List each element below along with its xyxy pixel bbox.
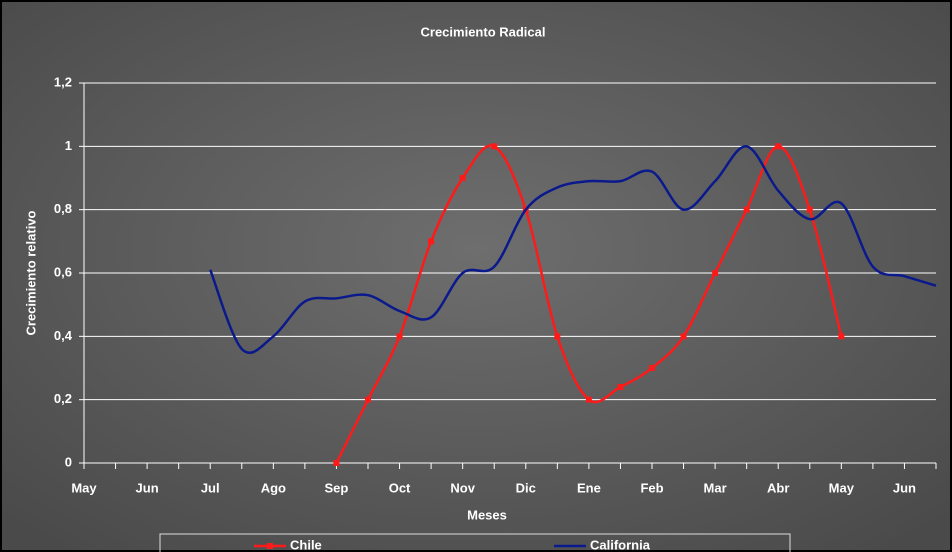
x-tick-label: May — [829, 480, 855, 495]
x-tick-label: Mar — [704, 480, 727, 495]
legend-label: California — [590, 537, 651, 552]
legend-box — [159, 533, 791, 552]
x-tick-label: May — [71, 480, 97, 495]
legend-marker — [267, 543, 273, 549]
x-tick-label: Nov — [450, 480, 475, 495]
y-tick-label: 1,2 — [54, 74, 72, 89]
x-tick-label: Dic — [516, 480, 536, 495]
marker — [838, 333, 845, 340]
legend-label: Chile — [290, 537, 322, 552]
x-tick-label: Ene — [577, 480, 601, 495]
marker — [459, 175, 466, 181]
marker — [712, 270, 719, 276]
x-tick-label: Sep — [325, 480, 349, 495]
marker — [617, 384, 624, 390]
marker — [743, 206, 750, 213]
y-tick-label: 0,2 — [54, 391, 72, 406]
marker — [365, 396, 371, 403]
marker — [649, 365, 655, 371]
y-tick-label: 0 — [65, 454, 72, 469]
y-tick-label: 0,8 — [54, 201, 72, 216]
marker — [806, 206, 813, 213]
marker — [491, 143, 498, 150]
marker — [333, 460, 340, 466]
y-axis-label: Crecimiento relativo — [23, 210, 38, 335]
line — [209, 145, 937, 355]
marker — [396, 333, 403, 340]
marker — [585, 396, 592, 403]
marker — [680, 333, 687, 340]
x-tick-label: Jun — [893, 480, 916, 495]
y-tick-label: 0,4 — [54, 328, 73, 343]
x-tick-label: Feb — [640, 480, 663, 495]
y-tick-label: 0,6 — [54, 264, 72, 279]
y-tick-label: 1 — [65, 138, 72, 153]
x-tick-label: Ago — [261, 480, 286, 495]
marker — [428, 238, 435, 245]
x-tick-label: Jul — [201, 480, 220, 495]
chart-title: Crecimiento Radical — [421, 24, 546, 39]
marker — [554, 333, 561, 340]
x-tick-label: Oct — [389, 480, 411, 495]
x-tick-label: Jun — [136, 480, 159, 495]
x-tick-label: Abr — [767, 480, 789, 495]
x-axis-label: Meses — [467, 507, 507, 522]
marker — [775, 143, 782, 150]
